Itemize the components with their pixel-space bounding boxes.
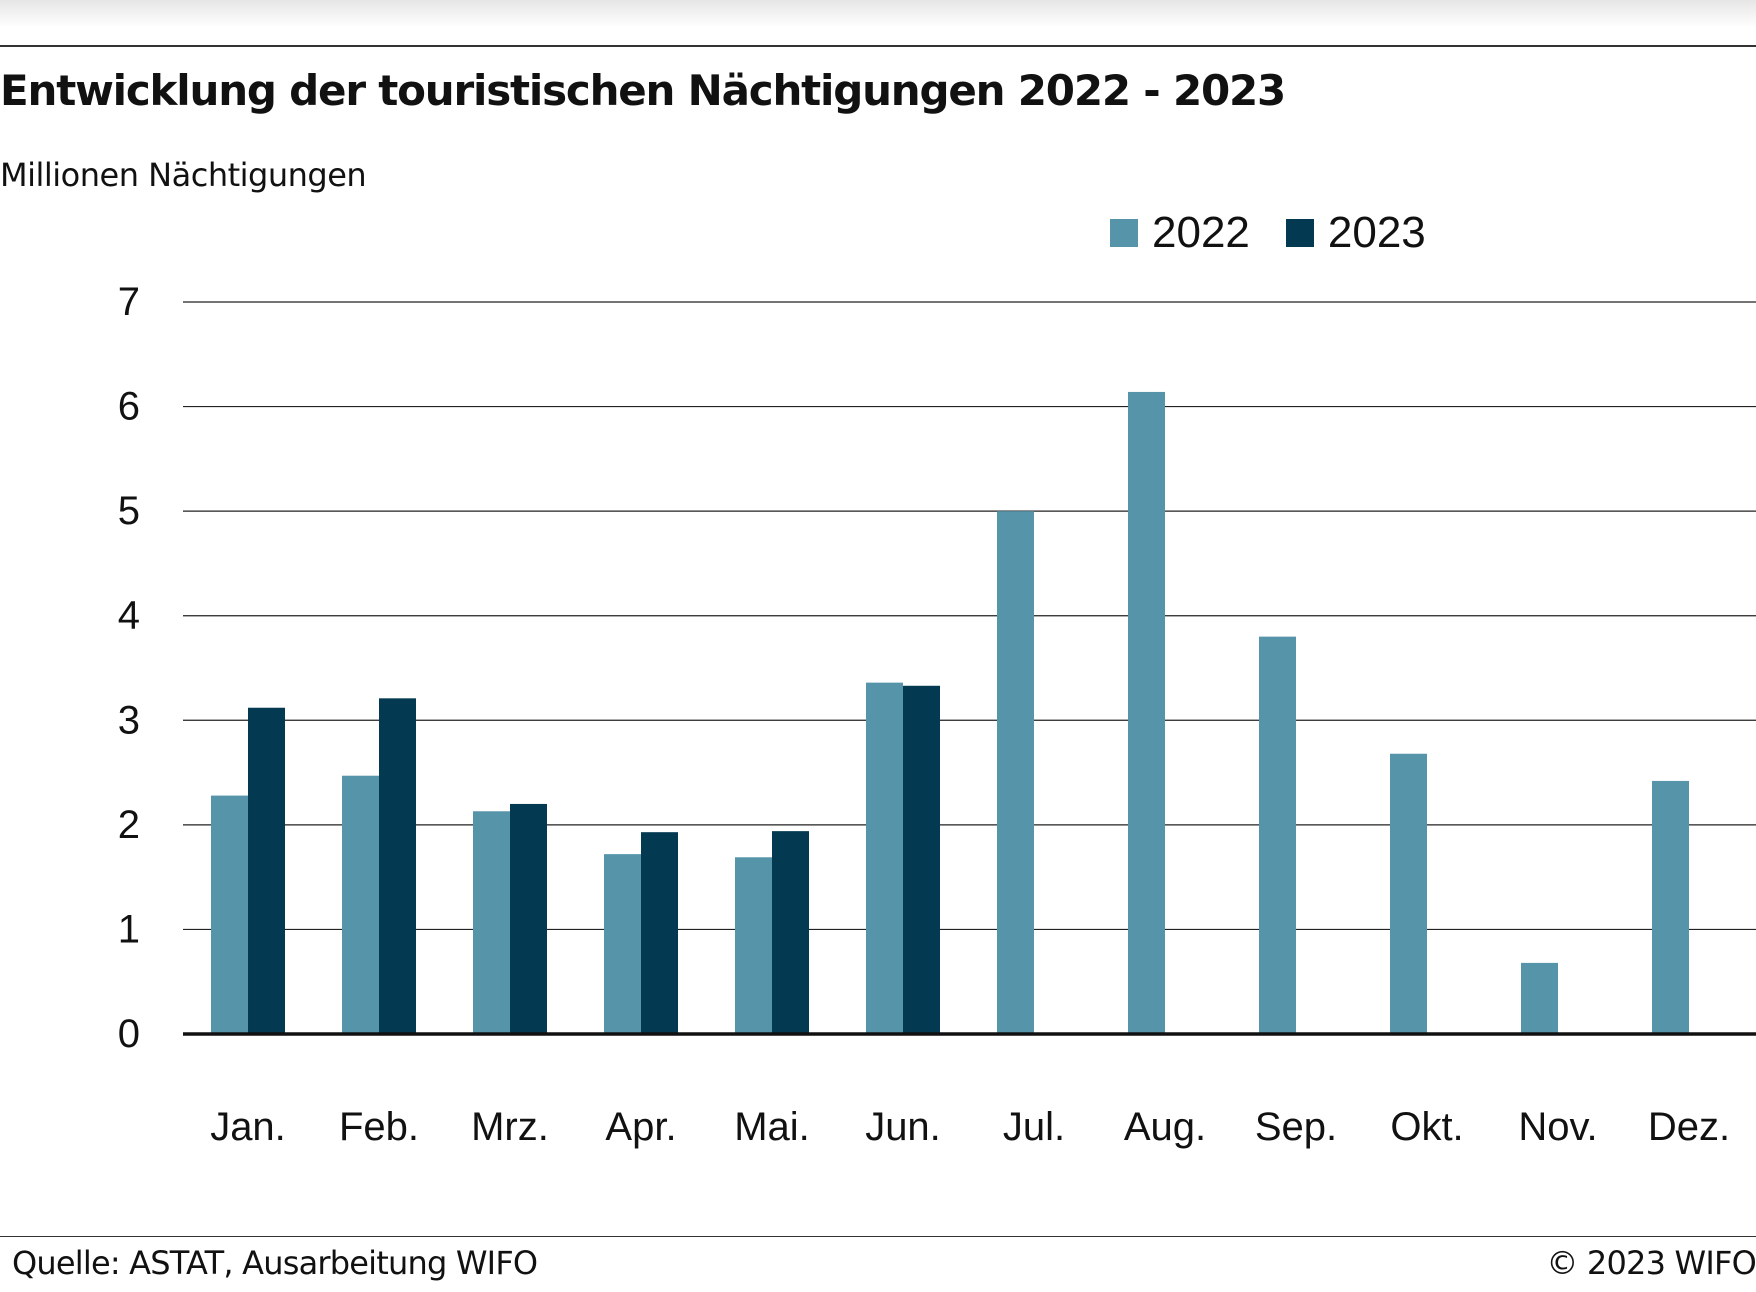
x-tick-label: Aug. xyxy=(1124,1105,1206,1149)
y-tick-label: 7 xyxy=(118,280,140,324)
x-tick-label: Jul. xyxy=(1003,1105,1065,1149)
bottom-rule xyxy=(0,1236,1756,1237)
bar-2022-9 xyxy=(1390,753,1427,1034)
x-tick-label: Okt. xyxy=(1390,1105,1463,1149)
bar-2022-0 xyxy=(211,795,248,1034)
y-tick-label: 4 xyxy=(118,594,140,638)
bar-2022-1 xyxy=(342,775,379,1034)
top-shade xyxy=(0,0,1756,28)
x-tick-label: Apr. xyxy=(605,1105,676,1149)
bar-2022-2 xyxy=(473,811,510,1034)
y-tick-label: 2 xyxy=(118,803,140,847)
bar-2022-7 xyxy=(1128,391,1165,1035)
y-tick-label: 0 xyxy=(118,1012,140,1056)
top-rule xyxy=(0,45,1756,47)
bar-2022-3 xyxy=(604,854,641,1034)
x-tick-label: Feb. xyxy=(339,1105,419,1149)
legend: 2022 2023 xyxy=(1110,208,1462,258)
legend-label-2023: 2023 xyxy=(1327,208,1426,257)
bar-2023-2 xyxy=(510,803,547,1034)
source-note: Quelle: ASTAT, Ausarbeitung WIFO xyxy=(12,1244,538,1282)
y-tick-label: 6 xyxy=(118,385,140,429)
x-tick-label: Nov. xyxy=(1518,1105,1597,1149)
legend-swatch-2022 xyxy=(1110,219,1138,247)
chart-title: Entwicklung der touristischen Nächtigung… xyxy=(0,66,1286,115)
x-tick-label: Sep. xyxy=(1255,1105,1337,1149)
x-tick-label: Dez. xyxy=(1648,1105,1730,1149)
bar-2023-0 xyxy=(248,707,285,1034)
x-tick-label: Jan. xyxy=(210,1105,286,1149)
bar-2022-4 xyxy=(735,857,772,1034)
bar-2023-4 xyxy=(772,831,809,1034)
legend-item-2023: 2023 xyxy=(1285,208,1426,258)
x-tick-label: Jun. xyxy=(865,1105,941,1149)
y-tick-label: 1 xyxy=(118,907,140,951)
bar-2022-5 xyxy=(866,682,903,1034)
bar-2022-10 xyxy=(1521,962,1558,1034)
bar-2023-3 xyxy=(641,832,678,1034)
legend-item-2022: 2022 xyxy=(1110,208,1250,258)
y-axis-unit-label: Millionen Nächtigungen xyxy=(0,156,367,194)
bar-2023-5 xyxy=(903,685,940,1034)
copyright-note: © 2023 WIFO xyxy=(1546,1244,1756,1282)
x-tick-label: Mai. xyxy=(734,1105,810,1149)
y-tick-label: 5 xyxy=(118,489,140,533)
legend-label-2022: 2022 xyxy=(1152,208,1250,257)
bar-2023-1 xyxy=(379,698,416,1034)
y-tick-label: 3 xyxy=(118,698,140,742)
legend-swatch-2023 xyxy=(1285,219,1314,247)
bar-2022-6 xyxy=(997,511,1034,1035)
bar-2022-8 xyxy=(1259,636,1296,1034)
bar-2022-11 xyxy=(1652,780,1689,1034)
x-tick-label: Mrz. xyxy=(471,1105,549,1149)
